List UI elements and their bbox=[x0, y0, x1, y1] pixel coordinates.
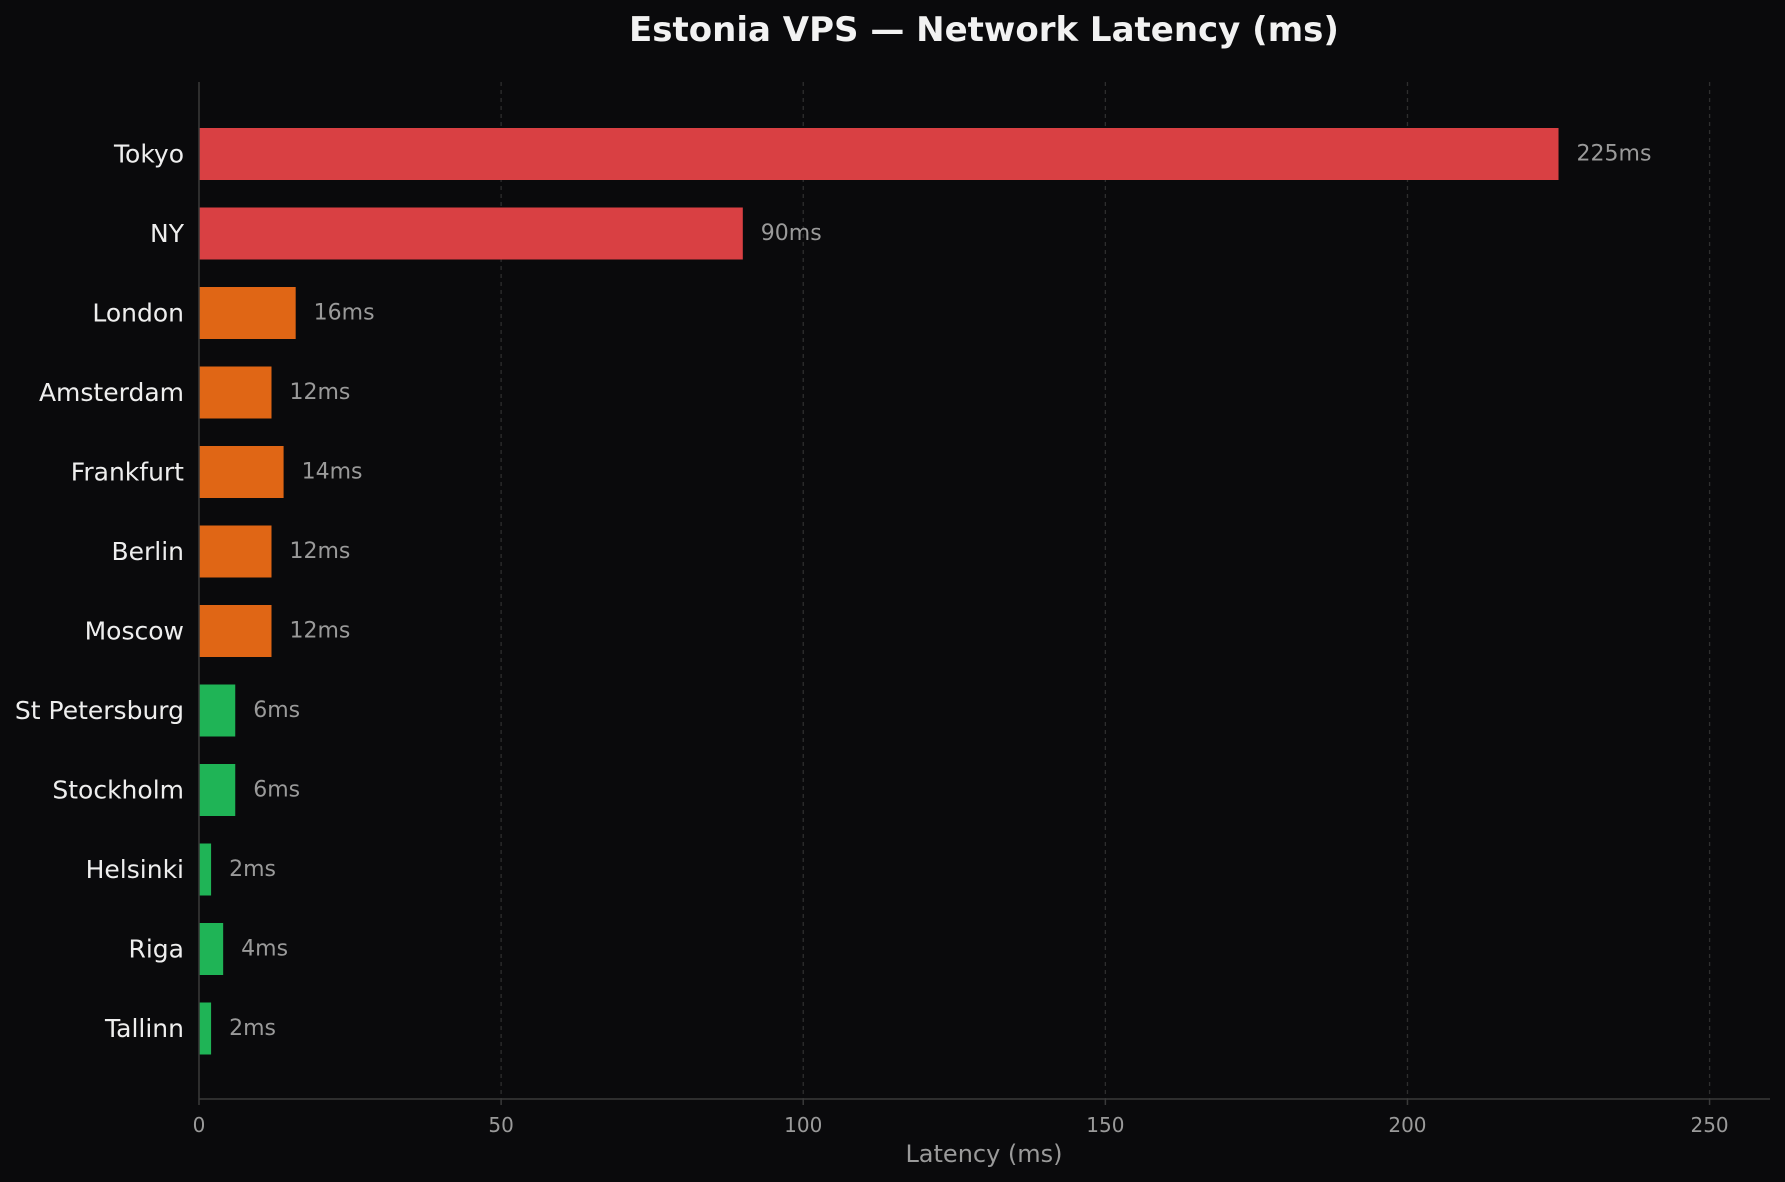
data-label: 90ms bbox=[761, 221, 822, 246]
bar-frankfurt bbox=[199, 446, 284, 498]
category-label: Tallinn bbox=[104, 1014, 184, 1043]
bar-riga bbox=[199, 923, 224, 975]
category-label: Moscow bbox=[85, 617, 184, 646]
data-label: 12ms bbox=[290, 619, 351, 644]
category-label: Riga bbox=[128, 935, 184, 964]
bar-ny bbox=[199, 207, 743, 260]
bar-tallinn bbox=[199, 1002, 212, 1055]
x-tick-label: 150 bbox=[1086, 1113, 1124, 1137]
x-tick-label: 200 bbox=[1388, 1113, 1426, 1137]
bar-moscow bbox=[199, 605, 272, 657]
category-label: Amsterdam bbox=[39, 378, 184, 407]
axis-layer: 0 50 100 150 200 250 bbox=[193, 82, 1770, 1137]
bar-amsterdam bbox=[199, 366, 272, 419]
x-tick-label: 0 bbox=[193, 1113, 206, 1137]
data-label: 2ms bbox=[229, 857, 276, 882]
chart-title: Estonia VPS — Network Latency (ms) bbox=[629, 10, 1339, 50]
bar-st-petersburg bbox=[199, 684, 236, 737]
bar-helsinki bbox=[199, 843, 212, 896]
category-label: Frankfurt bbox=[71, 458, 184, 487]
category-label: NY bbox=[150, 219, 185, 248]
data-label: 6ms bbox=[253, 698, 300, 723]
category-label: London bbox=[92, 299, 184, 328]
x-tick-label: 50 bbox=[488, 1113, 513, 1137]
category-label: St Petersburg bbox=[15, 696, 184, 725]
bar-berlin bbox=[199, 525, 272, 578]
data-label: 12ms bbox=[290, 380, 351, 405]
bar-stockholm bbox=[199, 764, 236, 816]
data-label: 16ms bbox=[314, 301, 375, 326]
category-label: Berlin bbox=[111, 537, 184, 566]
category-label: Helsinki bbox=[86, 855, 184, 884]
x-tick-label: 100 bbox=[784, 1113, 822, 1137]
x-tick-label: 250 bbox=[1690, 1113, 1728, 1137]
category-label: Tokyo bbox=[113, 140, 184, 169]
bar-layer: Tokyo 225ms NY 90ms London 16ms Amsterdam 12ms F… bbox=[15, 128, 1652, 1055]
data-label: 6ms bbox=[253, 778, 300, 803]
category-label: Stockholm bbox=[52, 776, 184, 805]
data-label: 4ms bbox=[241, 937, 288, 962]
data-label: 12ms bbox=[290, 539, 351, 564]
data-label: 2ms bbox=[229, 1016, 276, 1041]
bar-tokyo bbox=[199, 128, 1559, 180]
data-label: 225ms bbox=[1577, 142, 1652, 167]
bar-london bbox=[199, 287, 296, 339]
x-axis-label: Latency (ms) bbox=[905, 1140, 1062, 1168]
data-label: 14ms bbox=[302, 460, 363, 485]
